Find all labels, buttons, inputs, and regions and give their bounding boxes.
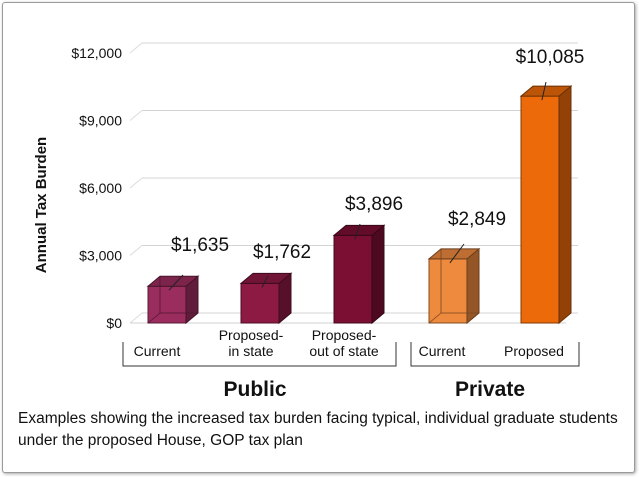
category-label: Proposed — [504, 343, 564, 359]
category-label: Proposed- — [312, 327, 377, 343]
value-label: $10,085 — [516, 47, 585, 68]
bar-top — [427, 248, 481, 260]
bar-front — [520, 95, 560, 324]
y-tick-label: $12,000 — [71, 45, 122, 61]
grid-line-diag — [129, 177, 143, 189]
group-bracket — [410, 342, 580, 367]
grid-line-diag — [129, 110, 143, 121]
bar-side — [558, 85, 572, 325]
bar-side — [371, 224, 385, 325]
y-axis-title: Annual Tax Burden — [33, 137, 50, 273]
bar-front — [240, 282, 280, 324]
bar-top — [239, 272, 293, 284]
chart-caption: Examples showing the increased tax burde… — [18, 410, 618, 449]
category-label: Proposed- — [219, 327, 284, 343]
category-label: Current — [134, 343, 181, 359]
value-leader-line — [449, 243, 465, 264]
bar-top — [146, 275, 200, 287]
group-bracket — [122, 342, 397, 367]
bar-front — [428, 258, 468, 324]
bar-front — [147, 285, 187, 324]
y-tick-label: $0 — [106, 315, 122, 331]
value-label: $2,849 — [448, 209, 506, 230]
group-label: Private — [455, 378, 525, 401]
value-leader-line — [354, 223, 361, 240]
bar-inner-edge — [428, 312, 442, 324]
value-label: $1,635 — [171, 235, 229, 256]
category-label: in state — [228, 343, 273, 359]
category-label: Current — [419, 343, 466, 359]
grid-line-diag — [129, 245, 143, 256]
bar-top — [519, 85, 573, 97]
bar-side — [466, 247, 480, 325]
value-leader-line — [168, 274, 184, 291]
grid-line-diag — [129, 42, 143, 54]
y-tick-label: $3,000 — [79, 248, 122, 264]
value-label: $1,762 — [253, 242, 311, 263]
category-label: out of state — [309, 343, 378, 359]
value-leader-line — [541, 81, 547, 101]
bar-front — [333, 234, 373, 324]
value-leader-line — [261, 275, 269, 288]
group-label: Public — [223, 378, 286, 401]
y-tick-label: $6,000 — [79, 180, 122, 196]
y-tick-label: $9,000 — [79, 113, 122, 129]
grid-line-diag — [129, 312, 143, 324]
bar-inner-edge — [147, 312, 161, 324]
bar-top — [332, 224, 386, 236]
value-label: $3,896 — [345, 194, 403, 215]
